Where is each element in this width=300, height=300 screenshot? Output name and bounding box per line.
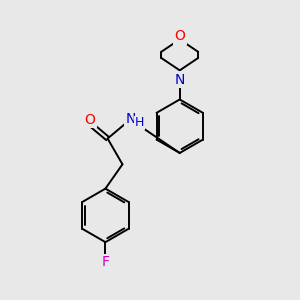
Text: O: O <box>174 29 185 44</box>
Text: H: H <box>135 116 144 129</box>
Text: N: N <box>175 73 185 87</box>
Text: F: F <box>101 255 110 269</box>
Text: O: O <box>85 113 96 127</box>
Text: N: N <box>125 112 136 126</box>
